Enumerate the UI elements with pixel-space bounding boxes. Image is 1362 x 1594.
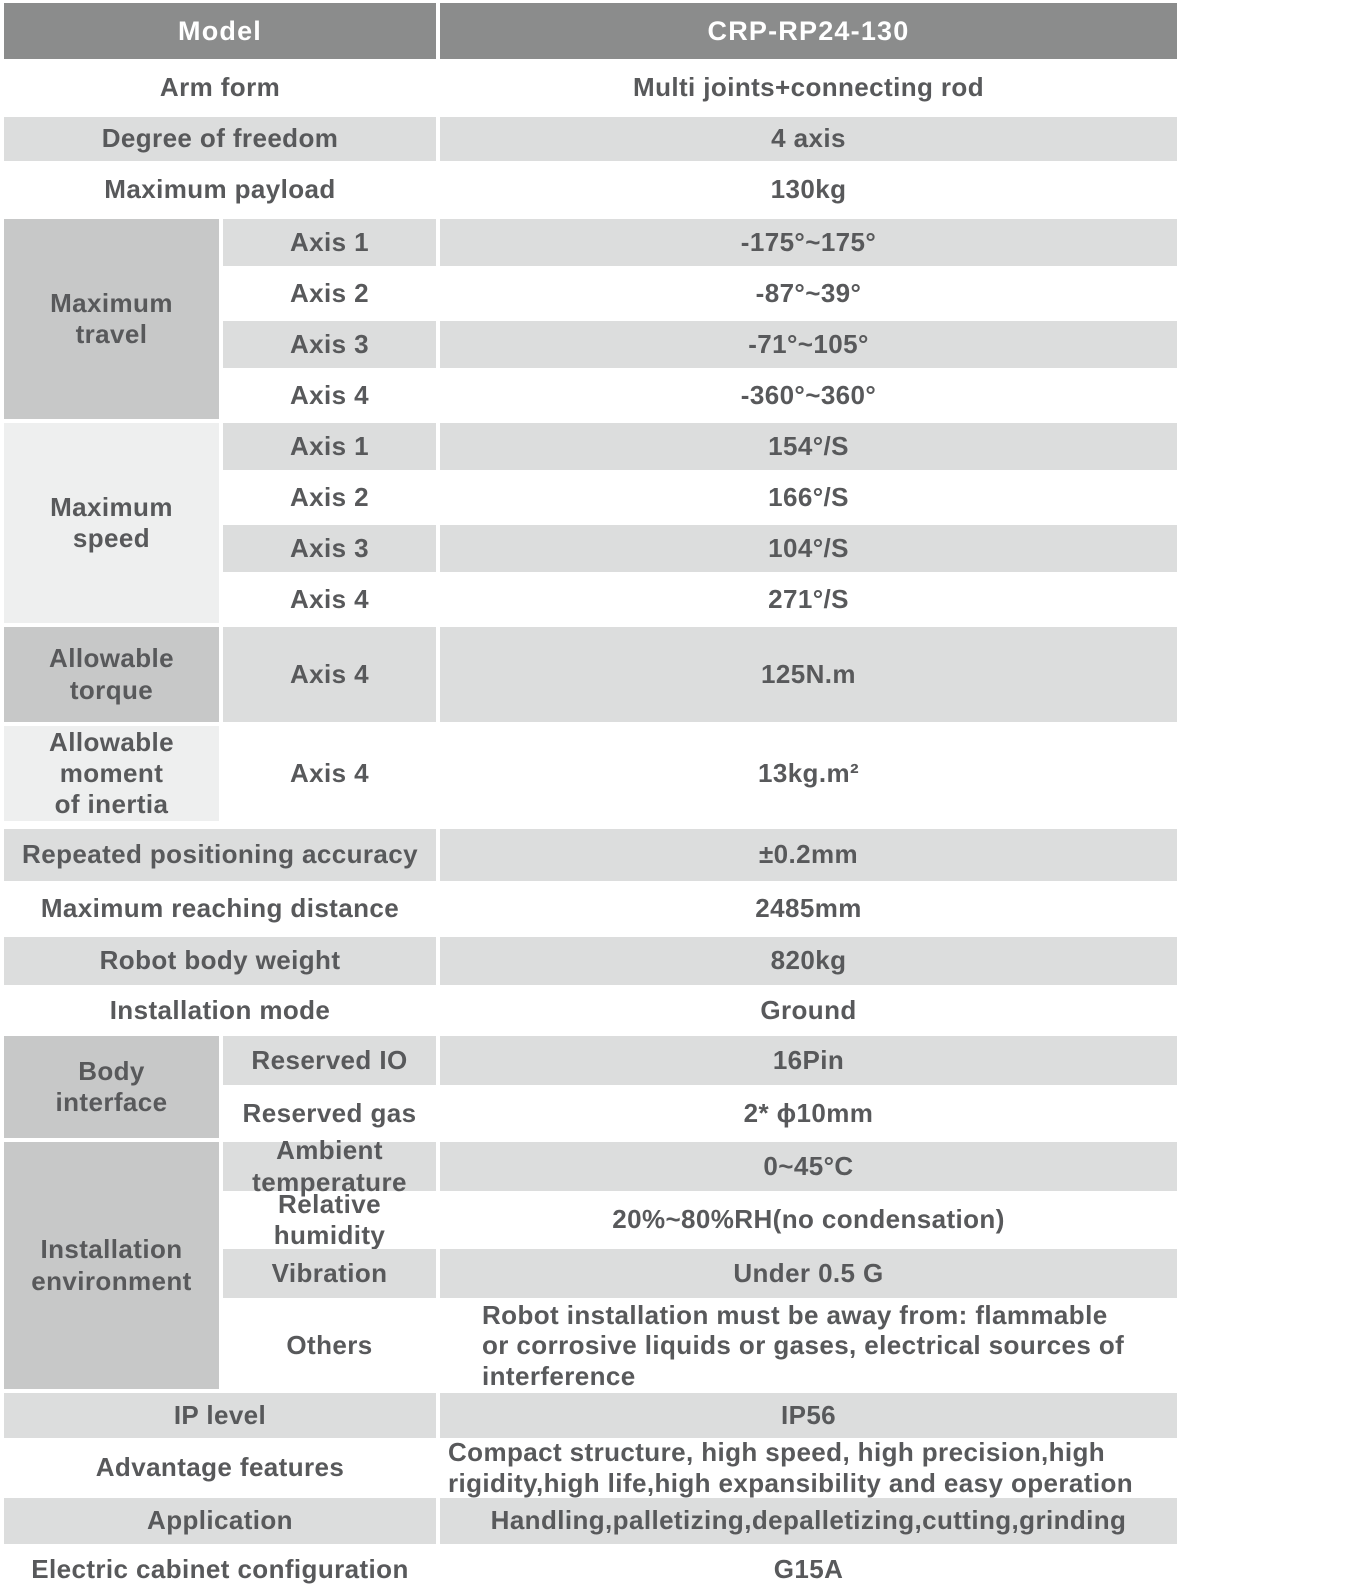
repeated-positioning-accuracy-value: ±0.2mm xyxy=(440,829,1177,881)
maximum-reaching-distance-value: 2485mm xyxy=(755,893,862,924)
travel-axis-3-value: -71°~105° xyxy=(440,321,1177,368)
table-header-row: Model CRP-RP24-130 xyxy=(4,3,1177,59)
row-ip-level: IP level IP56 xyxy=(4,1393,1177,1438)
travel-axis-1-label: Axis 1 xyxy=(223,219,436,266)
maximum-speed-group-label: Maximum speed xyxy=(4,423,219,623)
speed-axis-4-label: Axis 4 xyxy=(289,583,369,614)
relative-humidity-label: Relative humidity xyxy=(273,1188,386,1250)
torque-axis-4-value: 125N.m xyxy=(440,627,1177,722)
application-value: Handling,palletizing,depalletizing,cutti… xyxy=(440,1498,1177,1544)
row-arm-form: Arm form Multi joints+connecting rod xyxy=(4,63,1177,113)
speed-axis-2-label: Axis 2 xyxy=(289,481,369,512)
section-maximum-travel: Maximum travel Axis 1 -175°~175° Axis 2 … xyxy=(4,219,1177,419)
row-degree-of-freedom: Degree of freedom 4 axis xyxy=(4,117,1177,161)
speed-axis-1-value: 154°/S xyxy=(440,423,1177,470)
row-torque-axis-4: Axis 4 125N.m xyxy=(223,627,1177,722)
travel-axis-3-label: Axis 3 xyxy=(223,321,436,368)
arm-form-value: Multi joints+connecting rod xyxy=(633,72,984,103)
row-relative-humidity: Relative humidity 20%~80%RH(no condensat… xyxy=(223,1188,1177,1250)
section-allowable-torque: Allowable torque Axis 4 125N.m xyxy=(4,627,1177,722)
repeated-positioning-accuracy-label: Repeated positioning accuracy xyxy=(4,829,436,881)
reserved-gas-value: 2* ϕ10mm xyxy=(743,1097,874,1128)
row-ambient-temperature: Ambient temperature 0~45°C xyxy=(223,1135,1177,1197)
row-travel-axis-4: Axis 4 -360°~360° xyxy=(223,372,1177,419)
section-maximum-speed: Maximum speed Axis 1 154°/S Axis 2 166°/… xyxy=(4,423,1177,623)
row-maximum-payload: Maximum payload 130kg xyxy=(4,165,1177,215)
ambient-temperature-value: 0~45°C xyxy=(440,1142,1177,1191)
speed-axis-2-value: 166°/S xyxy=(768,481,849,512)
travel-axis-2-label: Axis 2 xyxy=(289,277,369,308)
maximum-travel-group-label: Maximum travel xyxy=(4,219,219,419)
ip-level-label: IP level xyxy=(4,1393,436,1438)
row-electric-cabinet-configuration: Electric cabinet configuration G15A xyxy=(4,1548,1177,1592)
section-allowable-moment-of-inertia: Allowable moment of inertia Axis 4 13kg.… xyxy=(4,726,1177,821)
row-speed-axis-4: Axis 4 271°/S xyxy=(223,576,1177,623)
body-interface-group-label: Body interface xyxy=(4,1036,219,1138)
row-repeated-positioning-accuracy: Repeated positioning accuracy ±0.2mm xyxy=(4,829,1177,881)
electric-cabinet-configuration-value: G15A xyxy=(773,1554,844,1585)
speed-axis-1-label: Axis 1 xyxy=(223,423,436,470)
robot-body-weight-value: 820kg xyxy=(440,937,1177,985)
row-speed-axis-2: Axis 2 166°/S xyxy=(223,474,1177,521)
speed-axis-4-value: 271°/S xyxy=(768,583,849,614)
allowable-inertia-group-label: Allowable moment of inertia xyxy=(4,726,219,821)
arm-form-label: Arm form xyxy=(159,72,281,103)
ambient-temperature-label: Ambient temperature xyxy=(223,1135,436,1197)
maximum-payload-label: Maximum payload xyxy=(104,174,336,205)
electric-cabinet-configuration-label: Electric cabinet configuration xyxy=(31,1554,409,1585)
row-maximum-reaching-distance: Maximum reaching distance 2485mm xyxy=(4,885,1177,933)
header-model-value: CRP-RP24-130 xyxy=(440,3,1177,59)
relative-humidity-value: 20%~80%RH(no condensation) xyxy=(612,1204,1005,1235)
maximum-payload-value: 130kg xyxy=(770,174,847,205)
degree-of-freedom-label: Degree of freedom xyxy=(4,117,436,161)
installation-environment-group-label: Installation environment xyxy=(4,1142,219,1389)
row-application: Application Handling,palletizing,depalle… xyxy=(4,1498,1177,1544)
section-body-interface: Body interface Reserved IO 16Pin Reserve… xyxy=(4,1036,1177,1138)
row-robot-body-weight: Robot body weight 820kg xyxy=(4,937,1177,985)
row-travel-axis-3: Axis 3 -71°~105° xyxy=(223,321,1177,368)
speed-axis-3-label: Axis 3 xyxy=(223,525,436,572)
speed-axis-3-value: 104°/S xyxy=(440,525,1177,572)
maximum-reaching-distance-label: Maximum reaching distance xyxy=(40,893,400,924)
spec-table: Model CRP-RP24-130 Arm form Multi joints… xyxy=(4,3,1177,1592)
inertia-axis-4-value: 13kg.m² xyxy=(757,757,860,788)
row-advantage-features: Advantage features Compact structure, hi… xyxy=(4,1436,1177,1498)
row-inertia-axis-4: Axis 4 13kg.m² xyxy=(223,726,1177,821)
robot-body-weight-label: Robot body weight xyxy=(4,937,436,985)
ip-level-value: IP56 xyxy=(440,1393,1177,1438)
allowable-torque-group-label: Allowable torque xyxy=(4,627,219,722)
reserved-gas-label: Reserved gas xyxy=(242,1097,417,1128)
row-reserved-io: Reserved IO 16Pin xyxy=(223,1036,1177,1085)
travel-axis-4-value: -360°~360° xyxy=(740,379,877,410)
travel-axis-4-label: Axis 4 xyxy=(289,379,369,410)
row-vibration: Vibration Under 0.5 G xyxy=(223,1249,1177,1298)
travel-axis-2-value: -87°~39° xyxy=(755,277,862,308)
installation-mode-label: Installation mode xyxy=(109,994,331,1025)
header-model-label: Model xyxy=(4,3,436,59)
row-reserved-gas: Reserved gas 2* ϕ10mm xyxy=(223,1089,1177,1138)
row-others: Others Robot installation must be away f… xyxy=(223,1299,1177,1391)
vibration-value: Under 0.5 G xyxy=(440,1249,1177,1298)
others-label: Others xyxy=(286,1329,373,1360)
inertia-axis-4-label: Axis 4 xyxy=(289,757,369,788)
row-travel-axis-1: Axis 1 -175°~175° xyxy=(223,219,1177,266)
advantage-features-label: Advantage features xyxy=(95,1452,345,1483)
others-value: Robot installation must be away from: fl… xyxy=(482,1299,1125,1391)
reserved-io-label: Reserved IO xyxy=(223,1036,436,1085)
application-label: Application xyxy=(4,1498,436,1544)
installation-mode-value: Ground xyxy=(760,994,857,1025)
vibration-label: Vibration xyxy=(223,1249,436,1298)
torque-axis-4-label: Axis 4 xyxy=(223,627,436,722)
row-travel-axis-2: Axis 2 -87°~39° xyxy=(223,270,1177,317)
advantage-features-value: Compact structure, high speed, high prec… xyxy=(448,1436,1134,1498)
degree-of-freedom-value: 4 axis xyxy=(440,117,1177,161)
row-speed-axis-3: Axis 3 104°/S xyxy=(223,525,1177,572)
section-installation-environment: Installation environment Ambient tempera… xyxy=(4,1135,1177,1391)
travel-axis-1-value: -175°~175° xyxy=(440,219,1177,266)
reserved-io-value: 16Pin xyxy=(440,1036,1177,1085)
row-speed-axis-1: Axis 1 154°/S xyxy=(223,423,1177,470)
row-installation-mode: Installation mode Ground xyxy=(4,989,1177,1032)
